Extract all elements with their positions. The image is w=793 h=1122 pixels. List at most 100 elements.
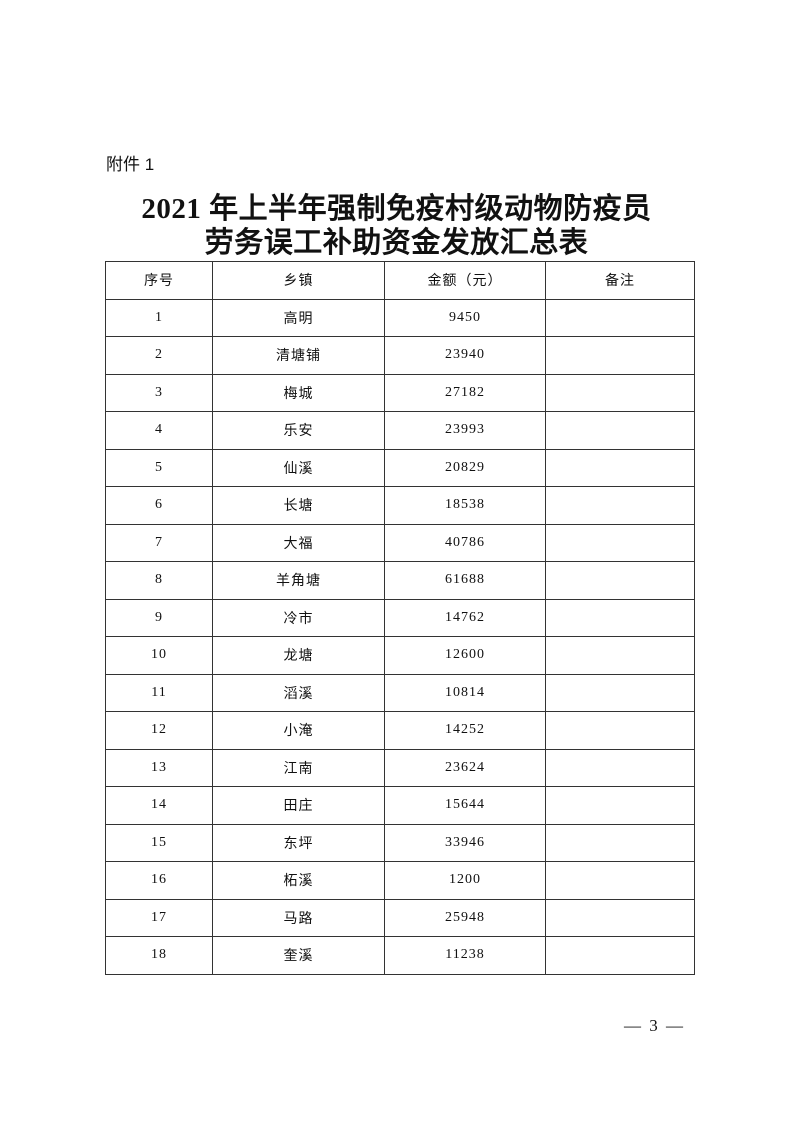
cell-township: 马路 xyxy=(212,898,385,937)
cell-amount: 40786 xyxy=(384,523,546,562)
cell-remarks xyxy=(545,936,695,975)
table-row: 3 梅城 27182 xyxy=(105,373,695,412)
table-row: 12 小淹 14252 xyxy=(105,711,695,750)
header-index: 序号 xyxy=(105,261,213,300)
cell-remarks xyxy=(545,298,695,337)
table-row: 2 清塘铺 23940 xyxy=(105,336,695,375)
cell-remarks xyxy=(545,411,695,450)
cell-index: 13 xyxy=(105,748,213,787)
cell-amount: 14252 xyxy=(384,711,546,750)
table-row: 10 龙塘 12600 xyxy=(105,636,695,675)
cell-township: 羊角塘 xyxy=(212,561,385,600)
cell-index: 15 xyxy=(105,823,213,862)
table-row: 18 奎溪 11238 xyxy=(105,936,695,975)
cell-amount: 27182 xyxy=(384,373,546,412)
cell-index: 10 xyxy=(105,636,213,675)
cell-index: 16 xyxy=(105,861,213,900)
cell-amount: 25948 xyxy=(384,898,546,937)
table-row: 6 长塘 18538 xyxy=(105,486,695,525)
document-title-line1: 2021 年上半年强制免疫村级动物防疫员 xyxy=(141,193,652,225)
cell-remarks xyxy=(545,673,695,712)
cell-amount: 23624 xyxy=(384,748,546,787)
table-row: 14 田庄 15644 xyxy=(105,786,695,825)
cell-amount: 14762 xyxy=(384,598,546,637)
table-row: 5 仙溪 20829 xyxy=(105,448,695,487)
cell-index: 17 xyxy=(105,898,213,937)
cell-township: 江南 xyxy=(212,748,385,787)
cell-amount: 10814 xyxy=(384,673,546,712)
cell-remarks xyxy=(545,523,695,562)
table-row: 13 江南 23624 xyxy=(105,748,695,787)
cell-township: 清塘铺 xyxy=(212,336,385,375)
cell-index: 9 xyxy=(105,598,213,637)
cell-index: 1 xyxy=(105,298,213,337)
cell-amount: 11238 xyxy=(384,936,546,975)
cell-township: 龙塘 xyxy=(212,636,385,675)
cell-amount: 1200 xyxy=(384,861,546,900)
cell-township: 高明 xyxy=(212,298,385,337)
cell-township: 仙溪 xyxy=(212,448,385,487)
table-row: 17 马路 25948 xyxy=(105,898,695,937)
cell-amount: 20829 xyxy=(384,448,546,487)
cell-index: 2 xyxy=(105,336,213,375)
cell-amount: 18538 xyxy=(384,486,546,525)
cell-township: 乐安 xyxy=(212,411,385,450)
attachment-label: 附件 1 xyxy=(106,155,155,174)
table-row: 4 乐安 23993 xyxy=(105,411,695,450)
cell-remarks xyxy=(545,486,695,525)
cell-township: 大福 xyxy=(212,523,385,562)
cell-amount: 23993 xyxy=(384,411,546,450)
page-number: — 3 — xyxy=(624,1016,685,1035)
cell-amount: 23940 xyxy=(384,336,546,375)
cell-index: 12 xyxy=(105,711,213,750)
cell-amount: 12600 xyxy=(384,636,546,675)
cell-amount: 15644 xyxy=(384,786,546,825)
cell-remarks xyxy=(545,636,695,675)
cell-remarks xyxy=(545,898,695,937)
table-row: 16 柘溪 1200 xyxy=(105,861,695,900)
cell-amount: 61688 xyxy=(384,561,546,600)
cell-township: 滔溪 xyxy=(212,673,385,712)
cell-remarks xyxy=(545,448,695,487)
header-amount: 金额（元） xyxy=(384,261,546,300)
table-row: 8 羊角塘 61688 xyxy=(105,561,695,600)
header-remarks: 备注 xyxy=(545,261,695,300)
cell-index: 14 xyxy=(105,786,213,825)
cell-remarks xyxy=(545,786,695,825)
cell-index: 5 xyxy=(105,448,213,487)
cell-index: 18 xyxy=(105,936,213,975)
table-row: 11 滔溪 10814 xyxy=(105,673,695,712)
cell-township: 东坪 xyxy=(212,823,385,862)
table-row: 9 冷市 14762 xyxy=(105,598,695,637)
cell-remarks xyxy=(545,373,695,412)
cell-township: 梅城 xyxy=(212,373,385,412)
cell-remarks xyxy=(545,561,695,600)
table-row: 15 东坪 33946 xyxy=(105,823,695,862)
cell-remarks xyxy=(545,598,695,637)
cell-remarks xyxy=(545,336,695,375)
cell-township: 柘溪 xyxy=(212,861,385,900)
cell-remarks xyxy=(545,748,695,787)
cell-index: 8 xyxy=(105,561,213,600)
cell-remarks xyxy=(545,823,695,862)
header-township: 乡镇 xyxy=(212,261,385,300)
cell-index: 3 xyxy=(105,373,213,412)
cell-township: 长塘 xyxy=(212,486,385,525)
cell-index: 6 xyxy=(105,486,213,525)
table-row: 1 高明 9450 xyxy=(105,298,695,337)
cell-township: 冷市 xyxy=(212,598,385,637)
cell-township: 田庄 xyxy=(212,786,385,825)
cell-index: 7 xyxy=(105,523,213,562)
cell-township: 奎溪 xyxy=(212,936,385,975)
document-title-line2: 劳务误工补助资金发放汇总表 xyxy=(204,227,589,259)
table-row: 7 大福 40786 xyxy=(105,523,695,562)
cell-remarks xyxy=(545,711,695,750)
cell-township: 小淹 xyxy=(212,711,385,750)
cell-amount: 33946 xyxy=(384,823,546,862)
cell-amount: 9450 xyxy=(384,298,546,337)
table-header-row: 序号 乡镇 金额（元） 备注 xyxy=(105,261,695,300)
cell-index: 4 xyxy=(105,411,213,450)
cell-index: 11 xyxy=(105,673,213,712)
subsidy-summary-table: 序号 乡镇 金额（元） 备注 1 高明 9450 2 清塘铺 23940 3 梅城 27182 4… xyxy=(105,261,695,975)
cell-remarks xyxy=(545,861,695,900)
